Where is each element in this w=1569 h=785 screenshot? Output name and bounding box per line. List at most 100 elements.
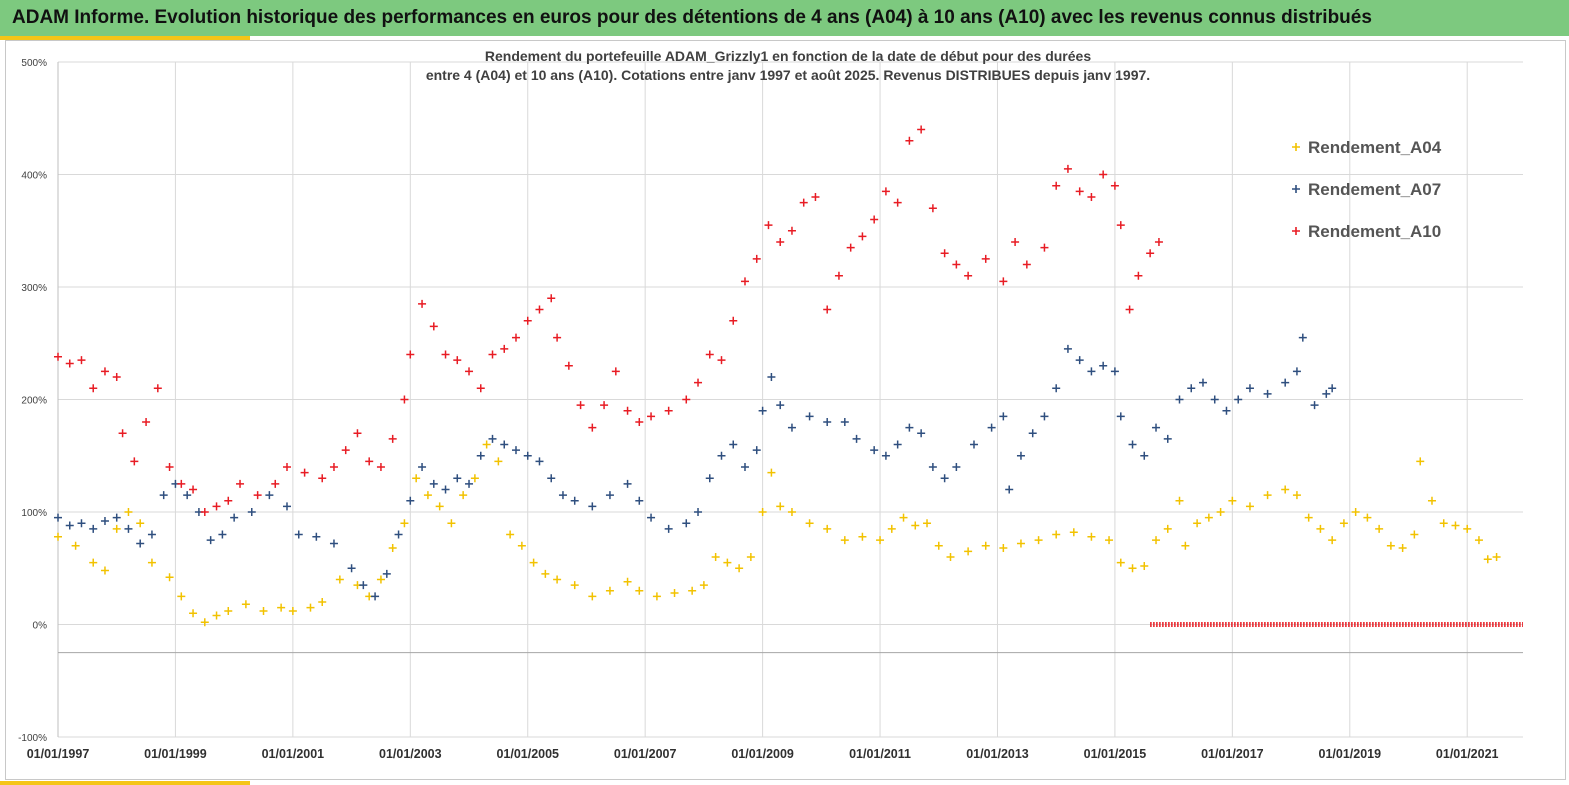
point-a07 <box>1005 485 1014 494</box>
point-a07 <box>136 539 145 548</box>
point-a07 <box>1087 367 1096 376</box>
point-a10 <box>1063 164 1072 173</box>
point-a07 <box>1175 395 1184 404</box>
point-a07 <box>265 491 274 500</box>
point-a07 <box>717 451 726 460</box>
point-a10 <box>282 463 291 471</box>
point-a04 <box>1034 536 1043 545</box>
point-a07 <box>1187 384 1196 393</box>
point-a10 <box>1011 238 1020 246</box>
point-a04 <box>400 519 409 528</box>
point-a04 <box>165 573 174 582</box>
point-a07 <box>65 521 74 530</box>
point-a10 <box>647 412 656 421</box>
point-a04 <box>1375 524 1384 533</box>
point-a07 <box>159 491 168 500</box>
point-a04 <box>1483 555 1492 564</box>
point-a10 <box>212 502 221 511</box>
point-a10 <box>1154 238 1163 246</box>
x-tick-label: 01/01/2017 <box>1201 747 1264 761</box>
report-title-banner: ADAM Informe. Evolution historique des p… <box>0 0 1569 36</box>
point-a10 <box>964 271 973 280</box>
point-a04 <box>1163 524 1172 533</box>
point-a10 <box>600 401 609 410</box>
point-a04 <box>758 508 767 516</box>
data-points <box>54 125 1523 627</box>
point-a07 <box>488 434 497 443</box>
point-a10 <box>811 193 820 201</box>
point-a07 <box>294 530 303 539</box>
accent-bar-bottom <box>0 781 250 785</box>
point-a10 <box>376 463 385 471</box>
point-a10 <box>940 249 949 258</box>
point-a04 <box>124 508 133 516</box>
point-a10 <box>365 457 374 466</box>
point-a07 <box>476 451 485 460</box>
point-a04 <box>241 600 250 609</box>
point-a10 <box>740 277 749 286</box>
point-a07 <box>547 474 556 483</box>
point-a04 <box>177 592 186 601</box>
point-a07 <box>312 532 321 541</box>
point-a10 <box>764 221 773 230</box>
point-a07 <box>441 485 450 494</box>
y-tick-label: -100% <box>18 733 47 744</box>
point-a10 <box>664 406 673 415</box>
point-a04 <box>1116 558 1125 567</box>
point-a10 <box>823 305 832 314</box>
point-a10 <box>224 496 233 505</box>
point-a10 <box>1125 305 1134 314</box>
point-a07 <box>1281 378 1290 387</box>
point-a10 <box>65 359 74 368</box>
point-a04 <box>887 524 896 533</box>
legend-label-a04: Rendement_A04 <box>1308 138 1442 157</box>
point-a04 <box>1474 536 1483 545</box>
point-a04 <box>388 544 397 552</box>
point-a04 <box>767 468 776 477</box>
x-tick-label: 01/01/1999 <box>144 747 207 761</box>
point-a04 <box>652 592 661 601</box>
point-a07 <box>558 491 567 500</box>
point-a04 <box>876 536 885 545</box>
point-a10 <box>341 446 350 455</box>
point-a04 <box>541 569 550 578</box>
point-a04 <box>1175 496 1184 505</box>
gridlines <box>57 61 1523 738</box>
x-tick-label: 01/01/2009 <box>731 747 794 761</box>
point-a04 <box>699 581 708 590</box>
point-a07 <box>852 434 861 443</box>
chart-title-line-2: entre 4 (A04) et 10 ans (A10). Cotations… <box>426 67 1150 83</box>
point-a04 <box>1451 521 1460 530</box>
point-a07 <box>371 592 380 601</box>
point-a04 <box>635 586 644 595</box>
point-a04 <box>89 558 98 567</box>
point-a07 <box>705 474 714 483</box>
point-a10 <box>165 463 174 471</box>
point-a04 <box>1228 496 1237 505</box>
point-a07 <box>1128 440 1137 449</box>
point-a10 <box>588 423 597 432</box>
point-a07 <box>605 491 614 500</box>
point-a04 <box>1439 519 1448 528</box>
point-a07 <box>382 569 391 578</box>
point-a07 <box>1328 384 1337 393</box>
point-a04 <box>899 513 908 522</box>
point-a07 <box>570 496 579 505</box>
point-a07 <box>406 496 415 505</box>
point-a04 <box>482 440 491 449</box>
chart-frame <box>5 40 1566 780</box>
point-a07 <box>1210 395 1219 404</box>
point-a07 <box>740 463 749 471</box>
y-tick-label: 100% <box>21 508 47 519</box>
point-a07 <box>623 479 632 488</box>
x-tick-label: 01/01/2005 <box>496 747 559 761</box>
point-a07 <box>729 440 738 449</box>
point-a07 <box>500 440 509 449</box>
point-a04 <box>1128 564 1137 573</box>
point-a10 <box>488 350 497 359</box>
point-a10 <box>1099 170 1108 179</box>
point-a07 <box>1245 384 1254 393</box>
legend-marker-a04 <box>1292 143 1300 151</box>
point-a04 <box>1087 532 1096 541</box>
